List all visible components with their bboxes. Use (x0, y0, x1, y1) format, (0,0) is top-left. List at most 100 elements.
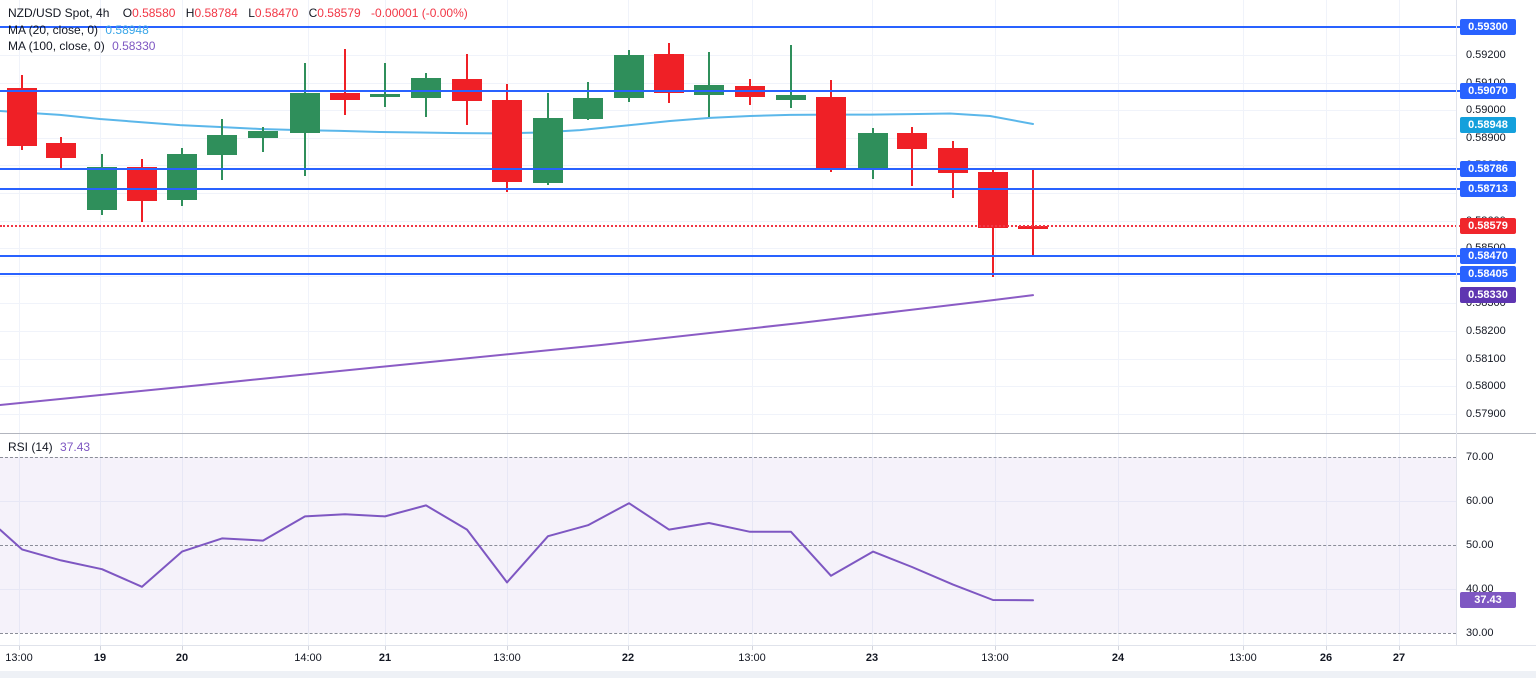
candle-up[interactable] (776, 95, 806, 100)
time-gridline (1243, 433, 1244, 645)
symbol-title: NZD/USD Spot, 4h (8, 6, 110, 20)
price-gridline (0, 220, 1456, 222)
candle-up[interactable] (207, 135, 237, 155)
candle-wick (1032, 169, 1034, 257)
ma20-label: MA (20, close, 0) (8, 23, 99, 37)
candle-down[interactable] (978, 172, 1008, 229)
current-price-line[interactable] (0, 225, 1464, 228)
price-gridline (0, 137, 1456, 139)
price-axis-tag: 0.58579 (1460, 218, 1516, 235)
rsi-level-line[interactable] (0, 457, 1456, 458)
horizontal-price-line[interactable] (0, 168, 1464, 171)
time-axis-label: 24 (1111, 652, 1125, 664)
time-axis-label: 13:00 (738, 652, 766, 664)
candle-down[interactable] (816, 96, 846, 171)
rsi-tick-label: 50.00 (1466, 539, 1494, 551)
candle-down[interactable] (46, 143, 76, 158)
time-gridline (628, 0, 629, 433)
ma100-value: 0.58330 (112, 39, 156, 53)
time-gridline (182, 0, 183, 433)
price-scale-border (1456, 0, 1457, 645)
rsi-legend[interactable]: RSI (14) 37.43 (8, 440, 90, 454)
price-gridline (0, 358, 1456, 360)
time-gridline (1399, 433, 1400, 645)
price-gridline (0, 413, 1456, 415)
time-axis-label: 27 (1392, 652, 1406, 664)
time-gridline (100, 0, 101, 433)
candle-down[interactable] (127, 167, 157, 201)
candle-up[interactable] (290, 93, 320, 134)
price-tick-label: 0.59200 (1466, 49, 1506, 61)
horizontal-price-line[interactable] (0, 255, 1464, 258)
horizontal-price-line[interactable] (0, 273, 1464, 276)
time-gridline (1326, 433, 1327, 645)
time-axis-label: 13:00 (5, 652, 33, 664)
time-axis-tick (19, 646, 20, 650)
candle-down[interactable] (7, 88, 37, 147)
rsi-level-line[interactable] (0, 633, 1456, 634)
price-gridline (0, 275, 1456, 277)
time-axis-label: 19 (93, 652, 107, 664)
ohlc-high: H0.58784 (185, 6, 238, 20)
candle-down[interactable] (330, 93, 360, 100)
ohlc-close: C0.58579 (308, 6, 361, 20)
time-axis-tick (1326, 646, 1327, 650)
time-axis[interactable] (0, 645, 1536, 672)
price-tick-label: 0.59000 (1466, 104, 1506, 117)
candle-down[interactable] (654, 53, 684, 94)
price-axis-tag: 0.59300 (1460, 19, 1516, 36)
candle-up[interactable] (167, 154, 197, 200)
time-gridline (19, 0, 20, 433)
candle-up[interactable] (573, 98, 603, 120)
price-gridline (0, 386, 1456, 388)
candle-up[interactable] (411, 77, 441, 99)
time-axis-label: 22 (621, 652, 635, 664)
ma100-line[interactable] (0, 294, 1034, 406)
horizontal-price-line[interactable] (0, 26, 1464, 29)
candle-wick (708, 51, 710, 118)
time-axis-label: 20 (175, 652, 189, 664)
price-axis-tag: 0.58713 (1460, 181, 1516, 198)
price-gridline (0, 193, 1456, 194)
price-gridline (0, 165, 1456, 167)
horizontal-price-line[interactable] (0, 188, 1464, 191)
price-gridline (0, 331, 1456, 332)
time-axis-label: 26 (1319, 652, 1333, 664)
ma100-label: MA (100, close, 0) (8, 39, 105, 53)
price-tick-label: 0.58200 (1466, 325, 1506, 337)
candle-up[interactable] (533, 117, 563, 184)
price-axis-tag: 0.58786 (1460, 161, 1516, 178)
candle-up[interactable] (248, 130, 278, 139)
time-axis-tick (1118, 646, 1119, 650)
price-gridline (0, 110, 1456, 112)
time-gridline (1118, 0, 1119, 433)
price-tick-label: 0.57900 (1466, 407, 1506, 420)
rsi-tick-label: 30.00 (1466, 627, 1494, 639)
price-pane[interactable] (0, 0, 1464, 433)
rsi-pane[interactable] (0, 433, 1456, 645)
rsi-level-line[interactable] (0, 545, 1456, 546)
time-axis-label: 13:00 (981, 652, 1009, 664)
time-gridline (1243, 0, 1244, 433)
price-tick-label: 0.58100 (1466, 352, 1506, 365)
rsi-label: RSI (14) (8, 440, 53, 454)
candle-wick (790, 45, 792, 108)
candle-up[interactable] (370, 94, 400, 98)
candle-down[interactable] (1018, 226, 1048, 230)
horizontal-price-line[interactable] (0, 89, 1464, 92)
time-gridline (752, 0, 753, 433)
symbol-legend[interactable]: NZD/USD Spot, 4h O0.58580 H0.58784 L0.58… (8, 6, 468, 20)
ma20-legend[interactable]: MA (20, close, 0) 0.58948 (8, 23, 149, 37)
time-axis-label: 14:00 (294, 652, 322, 664)
time-gridline (1118, 433, 1119, 645)
price-tick-label: 0.58000 (1466, 380, 1506, 393)
price-scale[interactable]: 0.592000.591000.590000.589000.588000.587… (1456, 0, 1536, 645)
time-axis-tick (752, 646, 753, 650)
candle-down[interactable] (897, 133, 927, 150)
ma100-legend[interactable]: MA (100, close, 0) 0.58330 (8, 39, 155, 53)
candle-up[interactable] (858, 133, 888, 171)
price-axis-tag: 0.58948 (1460, 116, 1516, 133)
pane-separator[interactable] (0, 433, 1536, 434)
time-axis-tick (1399, 646, 1400, 650)
